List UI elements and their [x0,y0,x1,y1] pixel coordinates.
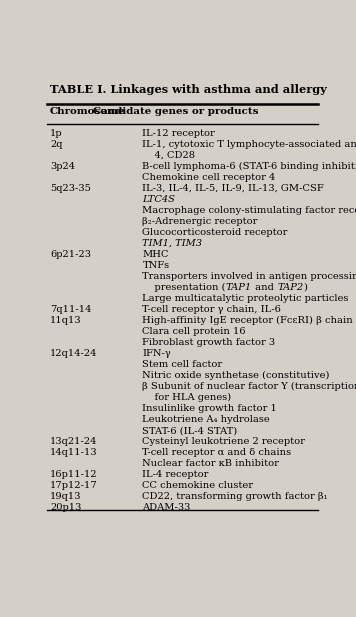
Text: High-affinity IgE receptor (FcεRI) β chain: High-affinity IgE receptor (FcεRI) β cha… [142,316,353,325]
Text: Transporters involved in antigen processing and: Transporters involved in antigen process… [142,272,356,281]
Text: IFN-γ: IFN-γ [142,349,171,358]
Text: presentation (: presentation ( [142,283,226,292]
Text: 6p21-23: 6p21-23 [50,250,91,259]
Text: T-cell receptor γ chain, IL-6: T-cell receptor γ chain, IL-6 [142,305,281,314]
Text: Macrophage colony-stimulating factor receptor: Macrophage colony-stimulating factor rec… [142,206,356,215]
Text: IL-3, IL-4, IL-5, IL-9, IL-13, GM-CSF: IL-3, IL-4, IL-5, IL-9, IL-13, GM-CSF [142,184,324,193]
Text: LTC4S: LTC4S [142,195,175,204]
Text: Insulinlike growth factor 1: Insulinlike growth factor 1 [142,404,277,413]
Text: Cysteinyl leukotriene 2 receptor: Cysteinyl leukotriene 2 receptor [142,437,305,446]
Text: Large multicatalytic proteolytic particles: Large multicatalytic proteolytic particl… [142,294,349,303]
Text: B-cell lymphoma-6 (STAT-6 binding inhibition): B-cell lymphoma-6 (STAT-6 binding inhibi… [142,162,356,171]
Text: ): ) [303,283,307,292]
Text: for HLA genes): for HLA genes) [142,393,232,402]
Text: Stem cell factor: Stem cell factor [142,360,222,369]
Text: Fibroblast growth factor 3: Fibroblast growth factor 3 [142,338,276,347]
Text: β₂-Adrenergic receptor: β₂-Adrenergic receptor [142,217,258,226]
Text: IL-4 receptor: IL-4 receptor [142,470,209,479]
Text: CC chemokine cluster: CC chemokine cluster [142,481,253,491]
Text: 16p11-12: 16p11-12 [50,470,98,479]
Text: 4, CD28: 4, CD28 [142,151,195,160]
Text: 14q11-13: 14q11-13 [50,449,98,457]
Text: Candidate genes or products: Candidate genes or products [93,107,258,116]
Text: 7q11-14: 7q11-14 [50,305,91,314]
Text: and: and [252,283,277,292]
Text: TIM1, TIM3: TIM1, TIM3 [142,239,203,248]
Text: 5q23-35: 5q23-35 [50,184,91,193]
Text: 20p13: 20p13 [50,503,82,513]
Text: CD22, transforming growth factor β₁: CD22, transforming growth factor β₁ [142,492,328,502]
Text: 11q13: 11q13 [50,316,82,325]
Text: TAP2: TAP2 [277,283,303,292]
Text: Chromosome: Chromosome [50,107,125,116]
Text: ADAM-33: ADAM-33 [142,503,191,513]
Text: T-cell receptor α and δ chains: T-cell receptor α and δ chains [142,449,292,457]
Text: Glucocorticosteroid receptor: Glucocorticosteroid receptor [142,228,288,237]
Text: TABLE I. Linkages with asthma and allergy: TABLE I. Linkages with asthma and allerg… [50,85,327,96]
Text: STAT-6 (IL-4 STAT): STAT-6 (IL-4 STAT) [142,426,238,435]
Text: TNFs: TNFs [142,261,169,270]
Text: MHC: MHC [142,250,169,259]
Text: Leukotriene A₄ hydrolase: Leukotriene A₄ hydrolase [142,415,270,424]
Text: TAP1: TAP1 [226,283,252,292]
Text: 17p12-17: 17p12-17 [50,481,98,491]
Text: 13q21-24: 13q21-24 [50,437,98,446]
Text: 2q: 2q [50,139,63,149]
Text: IL-12 receptor: IL-12 receptor [142,129,215,138]
Text: 1p: 1p [50,129,63,138]
Text: β Subunit of nuclear factor Y (transcription factor: β Subunit of nuclear factor Y (transcrip… [142,382,356,391]
Text: 12q14-24: 12q14-24 [50,349,98,358]
Text: 19q13: 19q13 [50,492,82,502]
Text: Nitric oxide synthetase (constitutive): Nitric oxide synthetase (constitutive) [142,371,330,380]
Text: Chemokine cell receptor 4: Chemokine cell receptor 4 [142,173,276,182]
Text: IL-1, cytotoxic T lymphocyte-associated antigen: IL-1, cytotoxic T lymphocyte-associated … [142,139,356,149]
Text: 3p24: 3p24 [50,162,75,171]
Text: Nuclear factor κB inhibitor: Nuclear factor κB inhibitor [142,459,279,468]
Text: Clara cell protein 16: Clara cell protein 16 [142,327,246,336]
